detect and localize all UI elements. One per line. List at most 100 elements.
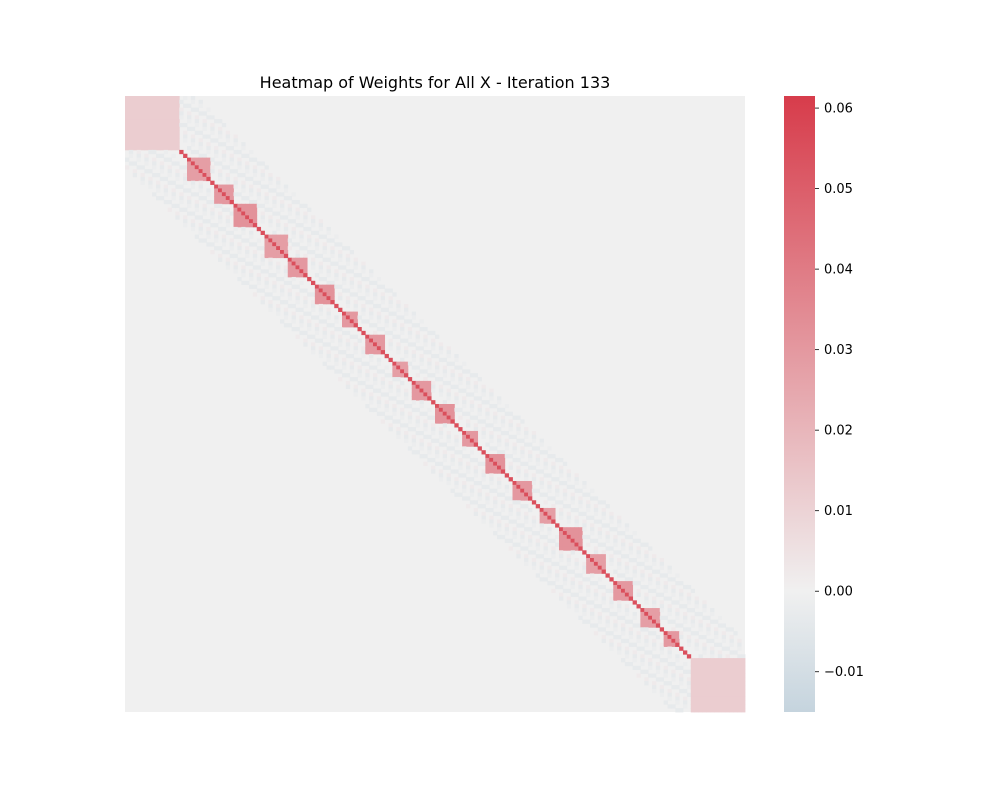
heatmap-cell (128, 161, 134, 166)
heatmap-cell (156, 173, 161, 178)
heatmap-cell (435, 334, 440, 339)
heatmap-cell (446, 388, 451, 393)
heatmap-cell (283, 265, 289, 270)
heatmap-cell (194, 215, 200, 220)
heatmap-cell (210, 130, 215, 135)
heatmap-cell (640, 661, 645, 667)
heatmap-cell (214, 188, 219, 193)
heatmap-cell (376, 334, 382, 339)
heatmap-cell (326, 315, 331, 320)
heatmap-cell (706, 696, 711, 701)
heatmap-cell (590, 615, 595, 620)
heatmap-cell (245, 165, 250, 170)
heatmap-cell (578, 496, 583, 501)
heatmap-cell (489, 481, 494, 486)
heatmap-cell (334, 276, 339, 282)
heatmap-cell (427, 407, 432, 413)
heatmap-cell (380, 334, 386, 339)
heatmap-cell (621, 623, 626, 628)
heatmap-cell (314, 246, 320, 251)
heatmap-cell (570, 546, 575, 551)
heatmap-cell (442, 415, 448, 420)
heatmap-cell (601, 550, 606, 555)
heatmap-cell (221, 184, 227, 189)
heatmap-cell (373, 342, 378, 347)
heatmap-cell (644, 627, 649, 632)
heatmap-cell (714, 692, 719, 697)
heatmap-cell (652, 569, 657, 574)
heatmap-cell (729, 704, 734, 709)
heatmap-cell (427, 446, 432, 451)
heatmap-cell (218, 253, 223, 259)
heatmap-cell (392, 407, 397, 413)
heatmap-cell (198, 99, 203, 105)
heatmap-cell (683, 584, 688, 590)
heatmap-cell (218, 126, 223, 132)
heatmap-cell (667, 688, 672, 694)
heatmap-cell (287, 288, 293, 293)
heatmap-cell (241, 180, 246, 185)
heatmap-cell (171, 107, 176, 112)
heatmap-cell (683, 619, 688, 624)
heatmap-cell (283, 184, 289, 189)
heatmap-cell (458, 457, 463, 463)
heatmap-cell (345, 311, 351, 316)
heatmap-cell (229, 238, 234, 243)
heatmap-cell (221, 157, 227, 162)
heatmap-cell (566, 596, 572, 601)
heatmap-cell (694, 685, 699, 690)
heatmap-cell (617, 650, 622, 655)
heatmap-cell (268, 292, 273, 297)
heatmap-cell (229, 169, 234, 174)
heatmap-cell (508, 496, 513, 501)
heatmap-cell (283, 246, 289, 251)
heatmap-cell (640, 669, 645, 674)
heatmap-cell (446, 465, 451, 470)
heatmap-cell (725, 677, 730, 682)
heatmap-cell (419, 396, 424, 401)
heatmap-cell (466, 380, 471, 386)
heatmap-cell (531, 434, 537, 440)
heatmap-cell (353, 300, 358, 305)
heatmap-cell (268, 265, 273, 270)
heatmap-cell (233, 169, 238, 174)
heatmap-cell (559, 554, 564, 559)
heatmap-cell (613, 538, 618, 543)
heatmap-cell (450, 373, 455, 378)
heatmap-cell (590, 561, 595, 567)
heatmap-cell (225, 176, 231, 182)
heatmap-cell (318, 226, 324, 232)
heatmap-cell (578, 542, 583, 547)
heatmap-cell (574, 515, 579, 520)
heatmap-cell (167, 180, 172, 185)
heatmap-cell (268, 238, 273, 243)
heatmap-cell (597, 619, 603, 624)
heatmap-cell (167, 134, 172, 139)
heatmap-cell (272, 238, 277, 243)
heatmap-cell (171, 99, 176, 105)
heatmap-cell (427, 361, 432, 366)
heatmap-cell (148, 99, 153, 105)
heatmap-cell (593, 561, 599, 567)
heatmap-cell (299, 261, 304, 266)
heatmap-cell (272, 296, 277, 301)
heatmap-cell (260, 261, 265, 266)
heatmap-cell (190, 223, 196, 228)
heatmap-cell (272, 234, 277, 239)
heatmap-cell (415, 323, 420, 328)
heatmap-cell (276, 223, 281, 228)
heatmap-cell (156, 196, 161, 201)
heatmap-cell (442, 442, 448, 447)
heatmap-cell (652, 681, 657, 686)
heatmap-cell (156, 134, 161, 139)
heatmap-cell (481, 477, 486, 482)
heatmap-cell (225, 196, 231, 201)
heatmap-cell (152, 99, 157, 105)
heatmap-cell (249, 157, 254, 162)
heatmap-cell (272, 246, 277, 251)
heatmap-cell (493, 461, 498, 466)
heatmap-cell (241, 238, 246, 243)
heatmap-cell (543, 534, 548, 540)
heatmap-cell (706, 708, 711, 713)
